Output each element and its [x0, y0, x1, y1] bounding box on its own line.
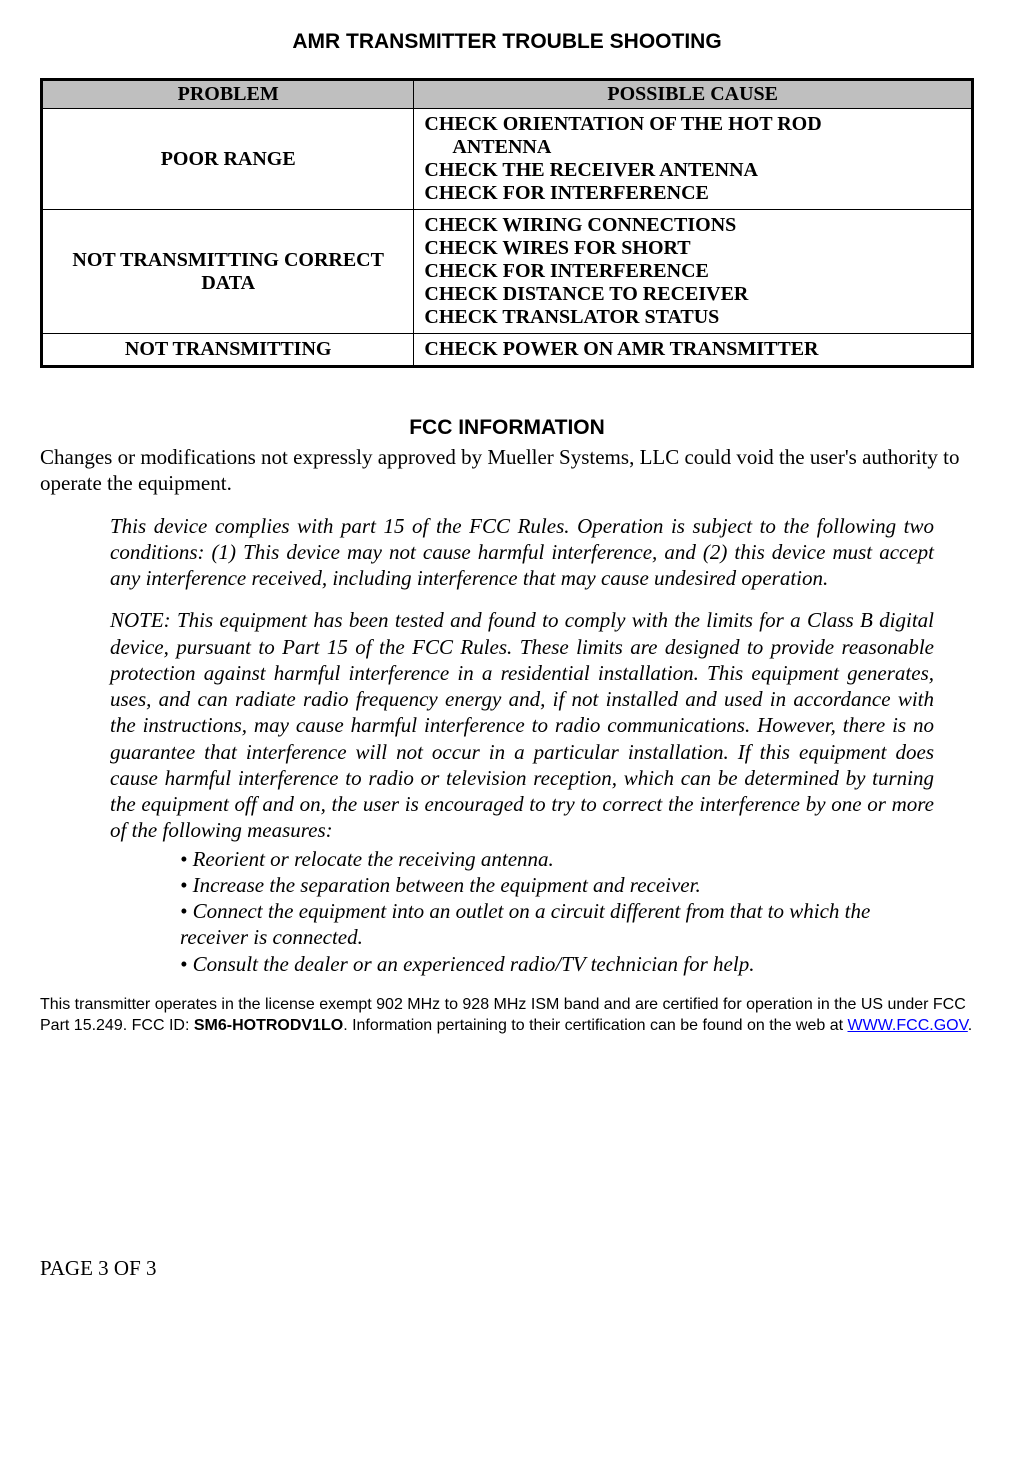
cause-cell: CHECK POWER ON AMR TRANSMITTER	[414, 334, 973, 367]
table-row: NOT TRANSMITTING CORRECT DATACHECK WIRIN…	[42, 210, 973, 334]
cause-line: CHECK DISTANCE TO RECEIVER	[424, 283, 961, 306]
cert-id: SM6-HOTRODV1LO	[194, 1017, 343, 1034]
troubleshooting-table: PROBLEM POSSIBLE CAUSE POOR RANGECHECK O…	[40, 78, 974, 368]
cause-line: CHECK WIRES FOR SHORT	[424, 237, 961, 260]
page-footer: PAGE 3 OF 3	[40, 1256, 974, 1281]
bullet-item: • Increase the separation between the eq…	[180, 872, 934, 898]
header-problem: PROBLEM	[42, 80, 414, 109]
fcc-compliance: This device complies with part 15 of the…	[110, 513, 934, 592]
cause-line: CHECK TRANSLATOR STATUS	[424, 306, 961, 329]
cert-mid: . Information pertaining to their certif…	[343, 1017, 847, 1034]
problem-cell: NOT TRANSMITTING CORRECT DATA	[42, 210, 414, 334]
fcc-link[interactable]: WWW.FCC.GOV	[848, 1017, 968, 1034]
bullet-item: • Consult the dealer or an experienced r…	[180, 951, 934, 977]
cause-line: CHECK FOR INTERFERENCE	[424, 182, 961, 205]
problem-cell: POOR RANGE	[42, 109, 414, 210]
cause-line: CHECK THE RECEIVER ANTENNA	[424, 159, 961, 182]
bullet-item: • Connect the equipment into an outlet o…	[180, 898, 934, 951]
cause-line: CHECK POWER ON AMR TRANSMITTER	[424, 338, 961, 361]
fcc-note: NOTE: This equipment has been tested and…	[110, 607, 934, 843]
cause-line: CHECK FOR INTERFERENCE	[424, 260, 961, 283]
table-row: POOR RANGECHECK ORIENTATION OF THE HOT R…	[42, 109, 973, 210]
page-title: AMR TRANSMITTER TROUBLE SHOOTING	[40, 30, 974, 54]
fcc-intro: Changes or modifications not expressly a…	[40, 444, 974, 497]
cause-cell: CHECK ORIENTATION OF THE HOT RODANTENNAC…	[414, 109, 973, 210]
bullet-item: • Reorient or relocate the receiving ant…	[180, 846, 934, 872]
fcc-certification: This transmitter operates in the license…	[40, 995, 974, 1037]
fcc-heading: FCC INFORMATION	[40, 416, 974, 440]
cause-line: CHECK ORIENTATION OF THE HOT ROD	[424, 113, 961, 136]
fcc-bullets: • Reorient or relocate the receiving ant…	[180, 846, 934, 977]
cause-line: ANTENNA	[424, 136, 961, 159]
cause-cell: CHECK WIRING CONNECTIONSCHECK WIRES FOR …	[414, 210, 973, 334]
header-cause: POSSIBLE CAUSE	[414, 80, 973, 109]
table-row: NOT TRANSMITTING CHECK POWER ON AMR TRANS…	[42, 334, 973, 367]
problem-cell: NOT TRANSMITTING	[42, 334, 414, 367]
cause-line: CHECK WIRING CONNECTIONS	[424, 214, 961, 237]
cert-post: .	[968, 1017, 972, 1034]
